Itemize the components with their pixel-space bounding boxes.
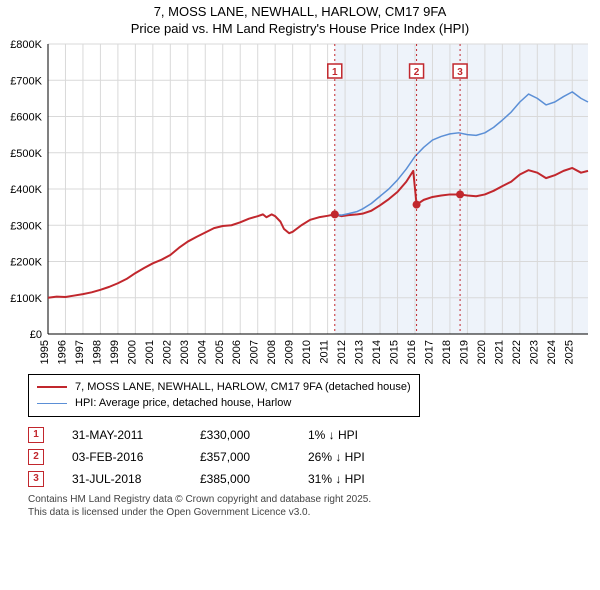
chart-area: £0 £100K £200K £300K £400K £500K £600K £700K £80… — [0, 38, 600, 368]
svg-text:£200K: £200K — [10, 256, 42, 268]
svg-text:2007: 2007 — [249, 340, 261, 364]
svg-text:1997: 1997 — [74, 340, 86, 364]
svg-text:2: 2 — [414, 67, 420, 78]
transaction-marker: 2 — [28, 449, 44, 465]
svg-text:2005: 2005 — [214, 340, 226, 364]
svg-text:£100K: £100K — [10, 293, 42, 305]
svg-text:2006: 2006 — [231, 340, 243, 364]
legend-item: HPI: Average price, detached house, Harl… — [37, 395, 411, 412]
footer-line1: Contains HM Land Registry data © Crown c… — [28, 493, 572, 506]
transaction-marker: 3 — [28, 471, 44, 487]
svg-text:2020: 2020 — [476, 340, 488, 364]
svg-text:2022: 2022 — [511, 340, 523, 364]
svg-text:2009: 2009 — [284, 340, 296, 364]
transaction-diff: 1% ↓ HPI — [308, 428, 408, 442]
transaction-diff: 31% ↓ HPI — [308, 472, 408, 486]
svg-text:£0: £0 — [30, 329, 42, 341]
transaction-date: 31-MAY-2011 — [72, 428, 172, 442]
svg-text:2016: 2016 — [406, 340, 418, 364]
transaction-diff: 26% ↓ HPI — [308, 450, 408, 464]
legend-swatch — [37, 403, 67, 404]
svg-text:2002: 2002 — [161, 340, 173, 364]
svg-text:2004: 2004 — [196, 340, 208, 364]
svg-text:£400K: £400K — [10, 184, 42, 196]
svg-text:3: 3 — [457, 67, 463, 78]
svg-text:2000: 2000 — [126, 340, 138, 364]
transaction-row: 1 31-MAY-2011 £330,000 1% ↓ HPI — [28, 427, 572, 443]
title-line2: Price paid vs. HM Land Registry's House … — [0, 21, 600, 38]
svg-text:1999: 1999 — [109, 340, 121, 364]
svg-text:2021: 2021 — [493, 340, 505, 364]
footer-attribution: Contains HM Land Registry data © Crown c… — [28, 493, 572, 519]
svg-text:2011: 2011 — [319, 340, 331, 364]
svg-text:2023: 2023 — [528, 340, 540, 364]
svg-text:2008: 2008 — [266, 340, 278, 364]
title-line1: 7, MOSS LANE, NEWHALL, HARLOW, CM17 9FA — [0, 4, 600, 21]
svg-text:1995: 1995 — [39, 340, 51, 364]
svg-text:2018: 2018 — [441, 340, 453, 364]
transaction-price: £330,000 — [200, 428, 280, 442]
transaction-date: 03-FEB-2016 — [72, 450, 172, 464]
transaction-date: 31-JUL-2018 — [72, 472, 172, 486]
svg-text:£300K: £300K — [10, 220, 42, 232]
transaction-price: £357,000 — [200, 450, 280, 464]
svg-text:£800K: £800K — [10, 39, 42, 51]
svg-text:2003: 2003 — [179, 340, 191, 364]
legend-label: HPI: Average price, detached house, Harl… — [75, 395, 291, 412]
transaction-row: 2 03-FEB-2016 £357,000 26% ↓ HPI — [28, 449, 572, 465]
svg-text:1: 1 — [332, 67, 338, 78]
transaction-marker: 1 — [28, 427, 44, 443]
svg-text:2013: 2013 — [354, 340, 366, 364]
svg-text:£600K: £600K — [10, 111, 42, 123]
svg-text:2019: 2019 — [458, 340, 470, 364]
svg-text:2001: 2001 — [144, 340, 156, 364]
legend-swatch — [37, 386, 67, 388]
legend-label: 7, MOSS LANE, NEWHALL, HARLOW, CM17 9FA … — [75, 379, 411, 396]
svg-text:2010: 2010 — [301, 340, 313, 364]
transaction-table: 1 31-MAY-2011 £330,000 1% ↓ HPI 2 03-FEB-2016… — [28, 427, 572, 487]
svg-text:£500K: £500K — [10, 148, 42, 160]
legend: 7, MOSS LANE, NEWHALL, HARLOW, CM17 9FA … — [28, 374, 420, 417]
svg-text:2017: 2017 — [423, 340, 435, 364]
svg-text:2024: 2024 — [546, 340, 558, 364]
legend-item: 7, MOSS LANE, NEWHALL, HARLOW, CM17 9FA … — [37, 379, 411, 396]
footer-line2: This data is licensed under the Open Gov… — [28, 506, 572, 519]
transaction-row: 3 31-JUL-2018 £385,000 31% ↓ HPI — [28, 471, 572, 487]
svg-text:2014: 2014 — [371, 340, 383, 364]
line-chart: £0 £100K £200K £300K £400K £500K £600K £700K £80… — [0, 38, 600, 368]
chart-title: 7, MOSS LANE, NEWHALL, HARLOW, CM17 9FA … — [0, 0, 600, 38]
svg-text:2015: 2015 — [389, 340, 401, 364]
svg-text:£700K: £700K — [10, 75, 42, 87]
transaction-price: £385,000 — [200, 472, 280, 486]
svg-text:1998: 1998 — [91, 340, 103, 364]
svg-text:1996: 1996 — [56, 340, 68, 364]
svg-text:2025: 2025 — [563, 340, 575, 364]
svg-text:2012: 2012 — [336, 340, 348, 364]
